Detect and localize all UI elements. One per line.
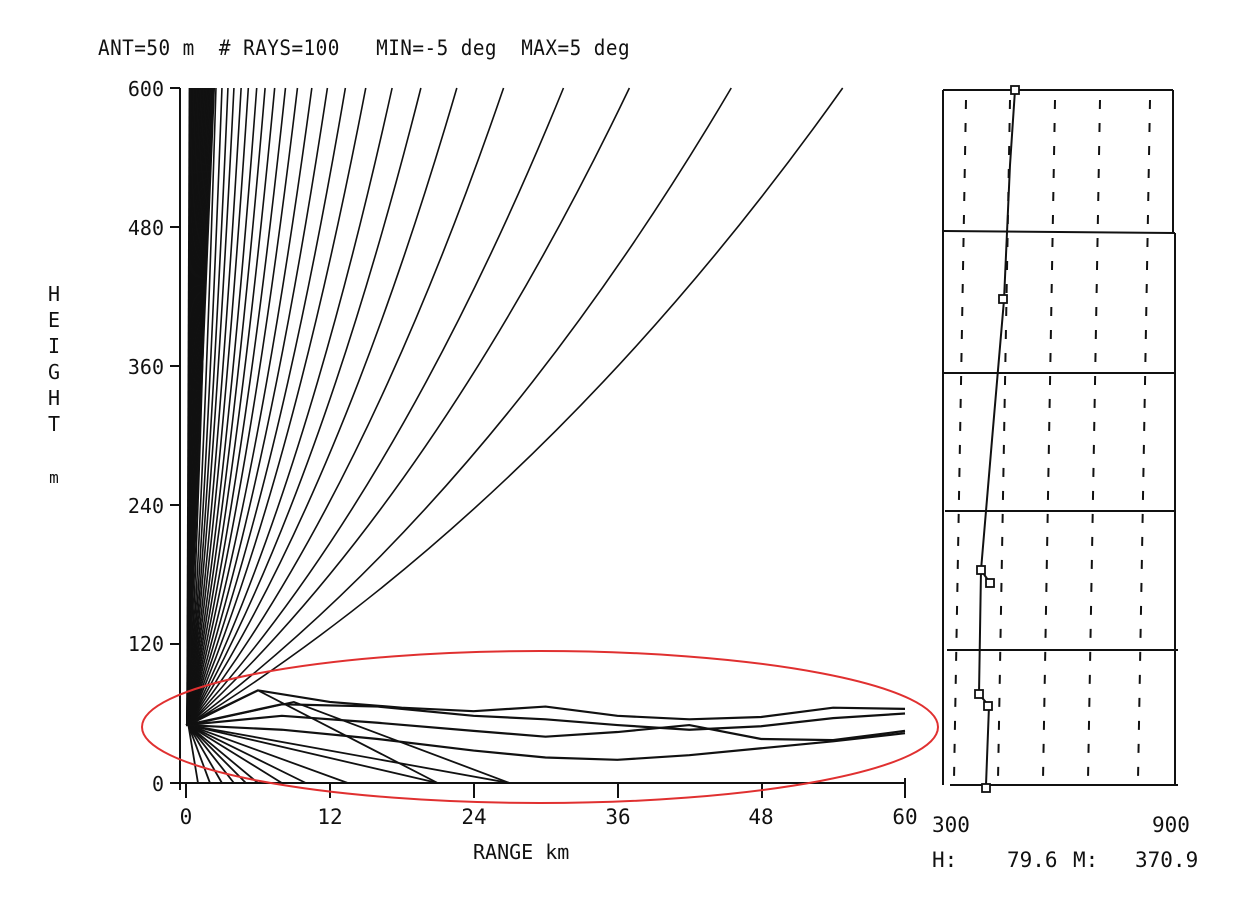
ray-path bbox=[187, 87, 505, 726]
profile-h-value: 79.6 bbox=[1007, 848, 1058, 872]
y-tick-label: 480 bbox=[127, 216, 164, 240]
ray-path bbox=[187, 87, 223, 726]
profile-m-label: M: bbox=[1073, 848, 1099, 872]
profile-gridline bbox=[1137, 99, 1151, 781]
chart-header: ANT=50 m # RAYS=100 MIN=-5 deg MAX=5 deg bbox=[98, 36, 631, 60]
ray-path bbox=[187, 724, 223, 784]
ray-path bbox=[187, 87, 565, 726]
ray-path bbox=[187, 87, 347, 726]
main-plot-axes bbox=[170, 87, 906, 798]
ray-path bbox=[187, 87, 393, 726]
ray-path bbox=[187, 87, 631, 726]
x-tick-label: 48 bbox=[748, 805, 774, 829]
y-tick-label: 240 bbox=[127, 494, 164, 518]
ray-path bbox=[187, 87, 235, 726]
y-axis-label-letter: G bbox=[47, 360, 61, 384]
ray-path bbox=[187, 87, 299, 726]
ray-path bbox=[187, 724, 247, 784]
ray-path bbox=[187, 724, 211, 784]
ducted-ray-path bbox=[185, 714, 906, 742]
profile-x-max-label: 900 bbox=[1152, 813, 1190, 837]
profile-x-min-label: 300 bbox=[932, 813, 970, 837]
ray-path bbox=[187, 87, 313, 726]
ray-path bbox=[187, 87, 242, 726]
ray-path bbox=[187, 87, 217, 726]
x-tick-label: 12 bbox=[317, 805, 343, 829]
ray-path bbox=[187, 87, 422, 726]
ray-path bbox=[187, 724, 283, 784]
ray-path bbox=[187, 87, 844, 726]
ray-path bbox=[187, 87, 250, 726]
y-tick-label: 360 bbox=[127, 355, 164, 379]
ducted-ray-path bbox=[185, 703, 906, 731]
ray-path bbox=[187, 87, 276, 726]
x-axis-label: RANGE km bbox=[473, 840, 570, 864]
ducted-rays bbox=[185, 689, 906, 761]
y-axis-label-letter: H bbox=[47, 386, 61, 410]
y-axis-label-letter: m bbox=[49, 468, 59, 487]
y-tick-label: 600 bbox=[127, 77, 164, 101]
ray-path bbox=[187, 87, 287, 726]
x-tick-label: 0 bbox=[179, 805, 193, 829]
m-profile-markers bbox=[974, 85, 1020, 793]
profile-gridline bbox=[1042, 99, 1056, 781]
ray-path bbox=[186, 87, 216, 726]
ray-path bbox=[188, 724, 349, 784]
x-tick-label: 24 bbox=[461, 805, 487, 829]
y-axis-label-letter: H bbox=[47, 282, 61, 306]
ducted-ray-path bbox=[185, 689, 906, 727]
y-tick-label: 0 bbox=[151, 772, 164, 796]
ray-path bbox=[187, 724, 259, 784]
ray-path bbox=[187, 724, 199, 784]
ray-path bbox=[187, 87, 266, 726]
profile-dashed-gridlines bbox=[953, 99, 1151, 781]
ray-path bbox=[187, 87, 732, 726]
ray-path bbox=[187, 87, 258, 726]
upgoing-rays bbox=[186, 87, 844, 726]
ray-path bbox=[187, 724, 307, 784]
y-tick-label: 120 bbox=[127, 632, 164, 656]
ray-path bbox=[188, 724, 438, 784]
profile-h-label: H: bbox=[932, 848, 958, 872]
profile-m-value: 370.9 bbox=[1135, 848, 1199, 872]
y-axis-label-letter: I bbox=[47, 334, 61, 358]
ray-path bbox=[187, 87, 458, 726]
x-tick-label: 60 bbox=[892, 805, 918, 829]
y-axis-label-letter: T bbox=[47, 412, 61, 436]
profile-gridline bbox=[1087, 99, 1101, 781]
ducted-ray-path bbox=[185, 723, 906, 761]
ray-path bbox=[187, 87, 329, 726]
ray-path bbox=[187, 87, 229, 726]
y-axis-label-letter: E bbox=[47, 308, 61, 332]
x-tick-label: 36 bbox=[605, 805, 631, 829]
m-profile-line bbox=[977, 89, 1016, 786]
ray-path bbox=[187, 87, 367, 726]
profile-gridline bbox=[953, 99, 967, 781]
highlight-ellipse bbox=[141, 650, 939, 804]
y-axis-label: H E I G H T m bbox=[44, 282, 64, 494]
ray-path bbox=[188, 724, 510, 784]
